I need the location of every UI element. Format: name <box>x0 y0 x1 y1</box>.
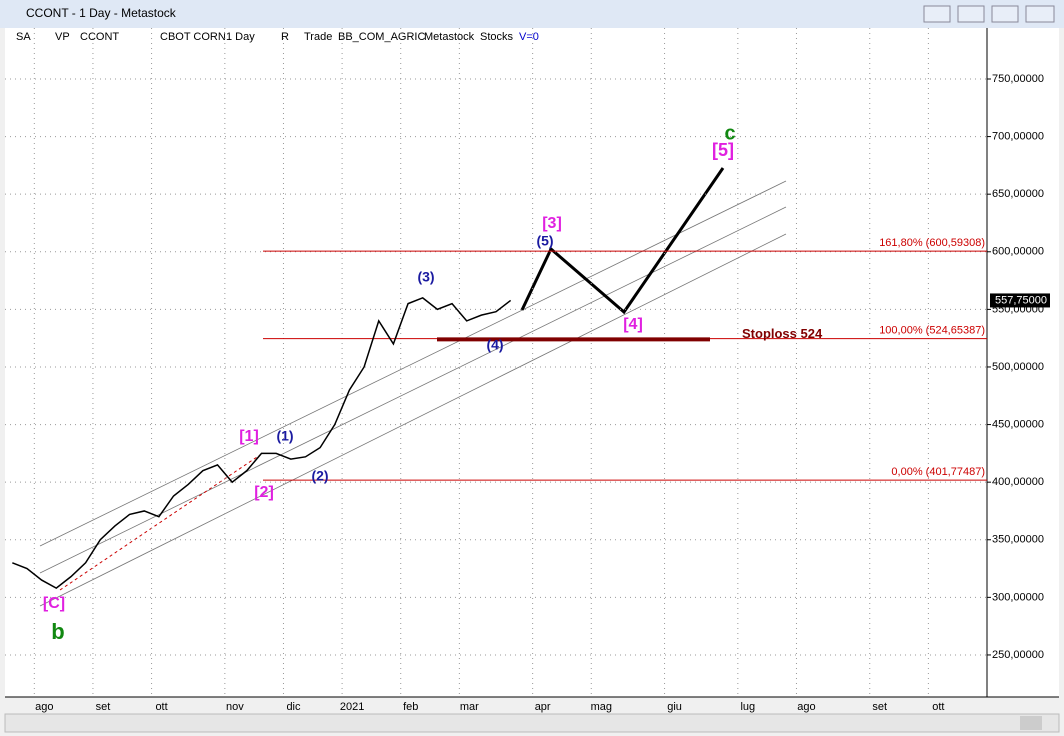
wave-label: [C] <box>43 595 65 612</box>
level-label: 161,80% (600,59308) <box>879 237 985 249</box>
y-tick-label: 450,00000 <box>992 418 1044 430</box>
wave-label: [3] <box>542 215 562 232</box>
toolbar-item: V=0 <box>519 31 539 43</box>
x-tick-label: mag <box>591 701 612 713</box>
x-tick-label: ago <box>35 701 53 713</box>
close-button[interactable] <box>1025 5 1055 23</box>
wave-label: (5) <box>536 233 553 249</box>
stoploss-label: Stoploss 524 <box>742 326 823 341</box>
trend-dash <box>59 454 261 591</box>
wave-label: [2] <box>254 484 274 501</box>
toolbar-item: Stocks <box>480 31 514 43</box>
x-tick-label: ago <box>797 701 815 713</box>
x-tick-label: set <box>872 701 887 713</box>
y-tick-label: 300,00000 <box>992 591 1044 603</box>
y-tick-label: 750,00000 <box>992 73 1044 85</box>
x-tick-label: dic <box>286 701 301 713</box>
y-tick-label: 350,00000 <box>992 534 1044 546</box>
y-tick-label: 250,00000 <box>992 649 1044 661</box>
restore-button[interactable] <box>923 5 951 23</box>
x-tick-label: mar <box>460 701 479 713</box>
toolbar-item: BB_COM_AGRIC <box>338 31 425 43</box>
wave-label: [1] <box>239 428 259 445</box>
wave-label: (2) <box>311 468 328 484</box>
x-tick-label: feb <box>403 701 418 713</box>
toolbar-item: VP <box>55 31 70 43</box>
level-label: 0,00% (401,77487) <box>891 466 985 478</box>
y-tick-label: 400,00000 <box>992 476 1044 488</box>
x-tick-label: ott <box>155 701 167 713</box>
wave-label: (3) <box>417 269 434 285</box>
x-tick-label: ott <box>932 701 944 713</box>
y-tick-label: 600,00000 <box>992 246 1044 258</box>
x-tick-label: nov <box>226 701 244 713</box>
wave-label: c <box>724 122 735 144</box>
wave-label: (1) <box>276 428 293 444</box>
scroll-thumb[interactable] <box>1020 716 1042 730</box>
last-price-box <box>990 293 1050 308</box>
x-tick-label: giu <box>667 701 682 713</box>
y-tick-label: 650,00000 <box>992 188 1044 200</box>
wave-label: [5] <box>712 140 734 160</box>
wave-label: [4] <box>623 316 643 333</box>
scrollbar[interactable] <box>4 713 1060 733</box>
channel-line <box>39 206 787 574</box>
y-tick-label: 500,00000 <box>992 361 1044 373</box>
toolbar-item: 1 Day <box>226 31 255 43</box>
toolbar-item: SA <box>16 31 31 43</box>
projection <box>520 167 725 315</box>
maximize-button[interactable] <box>991 5 1019 23</box>
x-tick-label: lug <box>740 701 755 713</box>
title-bar <box>0 0 1064 28</box>
price-line <box>12 297 512 590</box>
price-axis <box>987 28 1059 697</box>
last-price-label: 557,75000 <box>995 294 1047 306</box>
toolbar-item: Metastock <box>424 31 475 43</box>
x-tick-label: set <box>96 701 111 713</box>
toolbar-item: Trade <box>304 31 332 43</box>
wave-label: (4) <box>486 337 503 353</box>
toolbar-item: R <box>281 31 289 43</box>
x-tick-label: apr <box>535 701 551 713</box>
x-tick-label: 2021 <box>340 701 364 713</box>
channel-line <box>39 233 787 607</box>
wave-label: b <box>51 619 64 644</box>
level-label: 100,00% (524,65387) <box>879 324 985 336</box>
minimize-button[interactable] <box>957 5 985 23</box>
plot-area <box>5 28 987 697</box>
toolbar-item: CCONT <box>80 31 119 43</box>
channel <box>39 180 787 607</box>
toolbar-item: CBOT CORN <box>160 31 226 43</box>
window-title: CCONT - 1 Day - Metastock <box>26 6 177 20</box>
channel-line <box>39 180 787 547</box>
y-tick-label: 700,00000 <box>992 130 1044 142</box>
